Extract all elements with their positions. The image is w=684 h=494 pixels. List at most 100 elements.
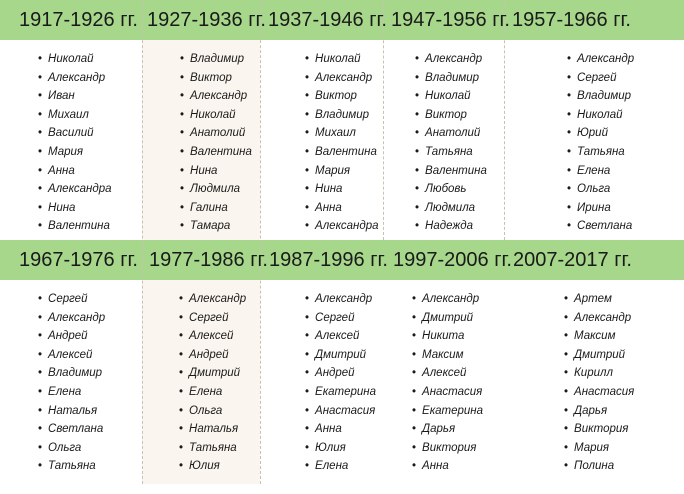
list-item: • Юрий xyxy=(567,124,634,143)
name-text: Дмитрий xyxy=(315,348,367,361)
bullet-icon: • xyxy=(305,367,310,380)
column-divider xyxy=(260,0,261,484)
bullet-icon: • xyxy=(38,293,43,305)
bullet-icon: • xyxy=(305,183,310,196)
name-text: Андрей xyxy=(315,367,355,380)
bullet-icon: • xyxy=(180,220,185,233)
name-text: Владимир xyxy=(425,71,480,84)
bullet-icon: • xyxy=(305,108,310,121)
bullet-icon: • xyxy=(567,108,572,121)
list-item: • Валентина xyxy=(180,143,252,162)
list-item: • Иван xyxy=(38,87,112,106)
list-item: • Дмитрий xyxy=(564,346,634,365)
name-text: Кирилл xyxy=(574,367,613,380)
names-list: • Александр • Владимир • Николай • Виктор • Анато… xyxy=(415,50,487,236)
list-item: • Елена xyxy=(38,383,105,402)
name-text: Елена xyxy=(48,385,82,398)
bullet-icon: • xyxy=(38,220,43,233)
names-list: • Сергей • Александр • Андрей • Алексей • Владими… xyxy=(38,290,105,476)
list-item: • Виктория xyxy=(412,439,483,458)
header-band-bottom xyxy=(0,240,684,280)
bullet-icon: • xyxy=(305,220,310,233)
list-item: • Дмитрий xyxy=(179,364,246,383)
bullet-icon: • xyxy=(415,127,420,140)
period-header: 2007-2017 гг. xyxy=(513,249,632,271)
bullet-icon: • xyxy=(305,90,310,103)
list-item: • Владимир xyxy=(180,50,252,69)
list-item: • Нина xyxy=(305,180,379,199)
name-text: Александра xyxy=(315,220,379,233)
list-item: • Владимир xyxy=(38,364,105,383)
bullet-icon: • xyxy=(567,145,572,158)
bullet-icon: • xyxy=(412,311,417,324)
list-item: • Мария xyxy=(38,143,112,162)
list-item: • Виктор xyxy=(180,69,252,88)
list-item: • Елена xyxy=(567,162,634,181)
name-text: Ольга xyxy=(577,183,611,196)
name-text: Ольга xyxy=(189,404,223,417)
name-text: Николай xyxy=(48,53,94,65)
list-item: • Александр xyxy=(179,290,246,309)
name-text: Алексей xyxy=(48,348,93,361)
name-text: Галина xyxy=(190,201,228,214)
bullet-icon: • xyxy=(564,367,569,380)
list-item: • Татьяна xyxy=(38,457,105,476)
period-header: 1937-1946 гг. xyxy=(268,9,387,31)
bullet-icon: • xyxy=(305,127,310,140)
bullet-icon: • xyxy=(38,183,43,196)
bullet-icon: • xyxy=(180,127,185,140)
name-text: Максим xyxy=(422,348,464,361)
name-text: Александр xyxy=(422,293,480,305)
bullet-icon: • xyxy=(180,201,185,214)
bullet-icon: • xyxy=(564,441,569,454)
bullet-icon: • xyxy=(415,201,420,214)
list-item: • Анатолий xyxy=(180,124,252,143)
name-text: Виктория xyxy=(574,423,629,436)
list-item: • Анна xyxy=(305,420,376,439)
list-item: • Татьяна xyxy=(179,439,246,458)
bullet-icon: • xyxy=(567,201,572,214)
list-item: • Сергей xyxy=(567,69,634,88)
name-text: Ольга xyxy=(48,441,82,454)
bullet-icon: • xyxy=(305,348,310,361)
list-item: • Алексей xyxy=(412,364,483,383)
bullet-icon: • xyxy=(415,53,420,65)
name-text: Дарья xyxy=(422,423,456,436)
bullet-icon: • xyxy=(412,460,417,473)
name-text: Анна xyxy=(315,423,342,436)
name-text: Николай xyxy=(577,108,623,121)
name-text: Надежда xyxy=(425,220,474,233)
list-item: • Александра xyxy=(305,217,379,236)
name-text: Сергей xyxy=(577,71,617,84)
list-item: • Валентина xyxy=(38,217,112,236)
bullet-icon: • xyxy=(412,330,417,343)
name-text: Александр xyxy=(574,311,632,324)
name-text: Юрий xyxy=(577,127,608,140)
bullet-icon: • xyxy=(38,385,43,398)
name-text: Александр xyxy=(48,311,106,324)
name-text: Екатерина xyxy=(422,404,484,417)
list-item: • Виктор xyxy=(415,106,487,125)
list-item: • Полина xyxy=(564,457,634,476)
name-text: Анастасия xyxy=(315,404,376,417)
list-item: • Надежда xyxy=(415,217,487,236)
name-text: Тамара xyxy=(190,220,231,233)
name-text: Анастасия xyxy=(422,385,483,398)
period-header: 1927-1936 гг. xyxy=(147,9,266,31)
bullet-icon: • xyxy=(180,108,185,121)
bullet-icon: • xyxy=(305,53,310,65)
bullet-icon: • xyxy=(305,164,310,177)
name-text: Андрей xyxy=(48,330,88,343)
bullet-icon: • xyxy=(567,220,572,233)
bullet-icon: • xyxy=(179,311,184,324)
list-item: • Николай xyxy=(415,87,487,106)
list-item: • Александра xyxy=(38,180,112,199)
list-item: • Владимир xyxy=(567,87,634,106)
names-list: • Александр • Сергей • Алексей • Дмитрий • Андрей… xyxy=(305,290,376,476)
list-item: • Андрей xyxy=(305,364,376,383)
name-text: Василий xyxy=(48,127,94,140)
period-header: 1977-1986 гг. xyxy=(149,249,268,271)
column-divider xyxy=(504,0,505,240)
bullet-icon: • xyxy=(180,145,185,158)
name-text: Алексей xyxy=(189,330,234,343)
